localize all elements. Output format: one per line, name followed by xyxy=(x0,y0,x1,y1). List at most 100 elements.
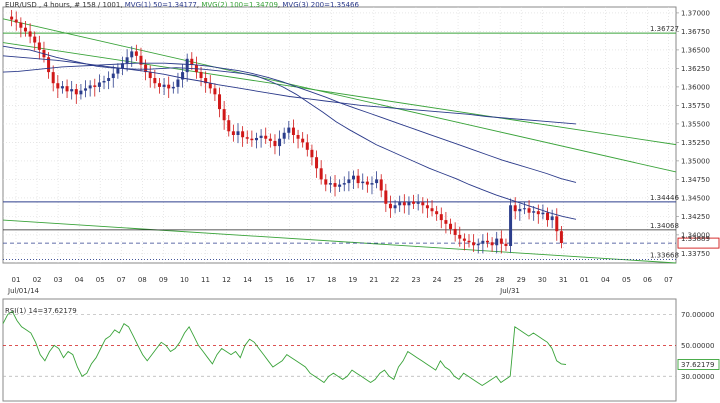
candle-body xyxy=(439,214,443,221)
candle-body xyxy=(476,243,480,246)
candle-body xyxy=(185,58,189,73)
price-tick-label: 1.34250 xyxy=(681,213,710,221)
candle-body xyxy=(125,57,129,64)
time-tick-label: 18 xyxy=(327,276,336,284)
time-tick-label: 25 xyxy=(454,276,463,284)
candle-body xyxy=(435,211,439,215)
rsi-panel xyxy=(2,298,677,402)
candle-body xyxy=(171,86,175,89)
candle-body xyxy=(134,51,138,56)
candle-body xyxy=(107,78,111,81)
candle-body xyxy=(402,202,406,206)
candle-body xyxy=(241,131,245,138)
timeframe-label: 4 hours xyxy=(43,1,70,9)
candle-body xyxy=(70,89,74,92)
price-tick-label: 1.36250 xyxy=(681,65,710,73)
trend-line xyxy=(2,18,677,173)
candle-body xyxy=(555,216,559,232)
candle-body xyxy=(287,127,291,133)
price-tick-label: 1.37000 xyxy=(681,9,710,17)
candle-body xyxy=(559,231,563,244)
candle-body xyxy=(139,55,143,65)
candle-body xyxy=(324,179,328,185)
candle-body xyxy=(495,238,499,246)
candle-body xyxy=(157,83,161,87)
candle-body xyxy=(236,131,240,135)
candle-body xyxy=(504,243,508,246)
resistance-label: 1.34446 xyxy=(650,194,679,202)
candle-body xyxy=(93,85,97,87)
candle-body xyxy=(199,72,203,79)
candle-body xyxy=(88,85,92,89)
ma-200-line xyxy=(2,55,577,125)
candle-body xyxy=(550,216,554,221)
candle-body xyxy=(328,183,332,185)
rsi-grid xyxy=(3,314,676,377)
rsi-tick-label: 50.00000 xyxy=(681,342,714,350)
candle-body xyxy=(28,31,32,37)
candle-body xyxy=(56,83,60,89)
candle-body xyxy=(305,142,309,150)
time-tick-label: 21 xyxy=(369,276,378,284)
ma-50-line xyxy=(2,45,577,220)
time-tick-label: 04 xyxy=(75,276,84,284)
time-tick-label: 01 xyxy=(12,276,21,284)
candle-body xyxy=(227,120,231,132)
time-tick-label: 05 xyxy=(622,276,631,284)
candle-body xyxy=(375,179,379,184)
candle-body xyxy=(130,51,134,58)
candle-body xyxy=(398,202,402,206)
chart-header: EUR/USD , 4 hours, # 158 / 1001, MVG(1) … xyxy=(5,1,359,9)
price-tick-label: 1.33750 xyxy=(681,250,710,258)
time-tick-label: 02 xyxy=(33,276,42,284)
candle-body xyxy=(425,205,429,209)
candle-body xyxy=(51,72,55,84)
candle-body xyxy=(222,109,226,121)
candle-body xyxy=(522,208,526,210)
time-tick-label: 23 xyxy=(411,276,420,284)
candle-body xyxy=(361,181,365,184)
candle-body xyxy=(509,205,513,246)
upper-level-label: 1.36727 xyxy=(650,25,679,33)
candle-body xyxy=(384,190,388,204)
candle-body xyxy=(296,135,300,139)
candle-body xyxy=(467,240,471,243)
candle-body xyxy=(23,27,27,32)
candle-body xyxy=(144,64,148,73)
candle-body xyxy=(33,36,37,43)
ma1-readout: MVG(1) 50=1.34177 xyxy=(125,1,197,9)
candle-body xyxy=(10,16,14,20)
symbol-label: EUR/USD xyxy=(5,1,37,9)
candle-body xyxy=(273,140,277,147)
time-tick-label: 11 xyxy=(201,276,210,284)
date-label-start: Jul/01/14 xyxy=(7,287,40,295)
time-tick-label: 07 xyxy=(664,276,673,284)
candle-body xyxy=(490,242,494,246)
time-tick-label: 06 xyxy=(643,276,652,284)
time-tick-label: 07 xyxy=(117,276,126,284)
candle-body xyxy=(65,86,69,92)
candle-body xyxy=(231,131,235,135)
price-tick-label: 1.35750 xyxy=(681,102,710,110)
candle-body xyxy=(37,42,41,50)
time-tick-label: 16 xyxy=(285,276,294,284)
candle-body xyxy=(116,68,120,74)
time-tick-label: 05 xyxy=(96,276,105,284)
time-tick-label: 17 xyxy=(306,276,315,284)
rsi-tick-label: 70.00000 xyxy=(681,311,714,319)
candle-body xyxy=(301,138,305,143)
time-tick-label: 14 xyxy=(243,276,252,284)
candle-body xyxy=(264,135,268,139)
candle-body xyxy=(268,138,272,141)
candle-body xyxy=(79,90,83,95)
price-axis: 1.37000 1.36750 1.36500 1.36250 1.36000 1.357… xyxy=(676,9,710,258)
rsi-title: RSI(1) 14=37.62179 xyxy=(5,307,77,315)
time-tick-label: 15 xyxy=(264,276,273,284)
price-tick-label: 1.36500 xyxy=(681,46,710,54)
candle-body xyxy=(310,149,314,158)
candle-body xyxy=(176,79,180,87)
candle-body xyxy=(518,208,522,212)
candle-body xyxy=(148,72,152,79)
rsi-current-box xyxy=(677,359,720,370)
